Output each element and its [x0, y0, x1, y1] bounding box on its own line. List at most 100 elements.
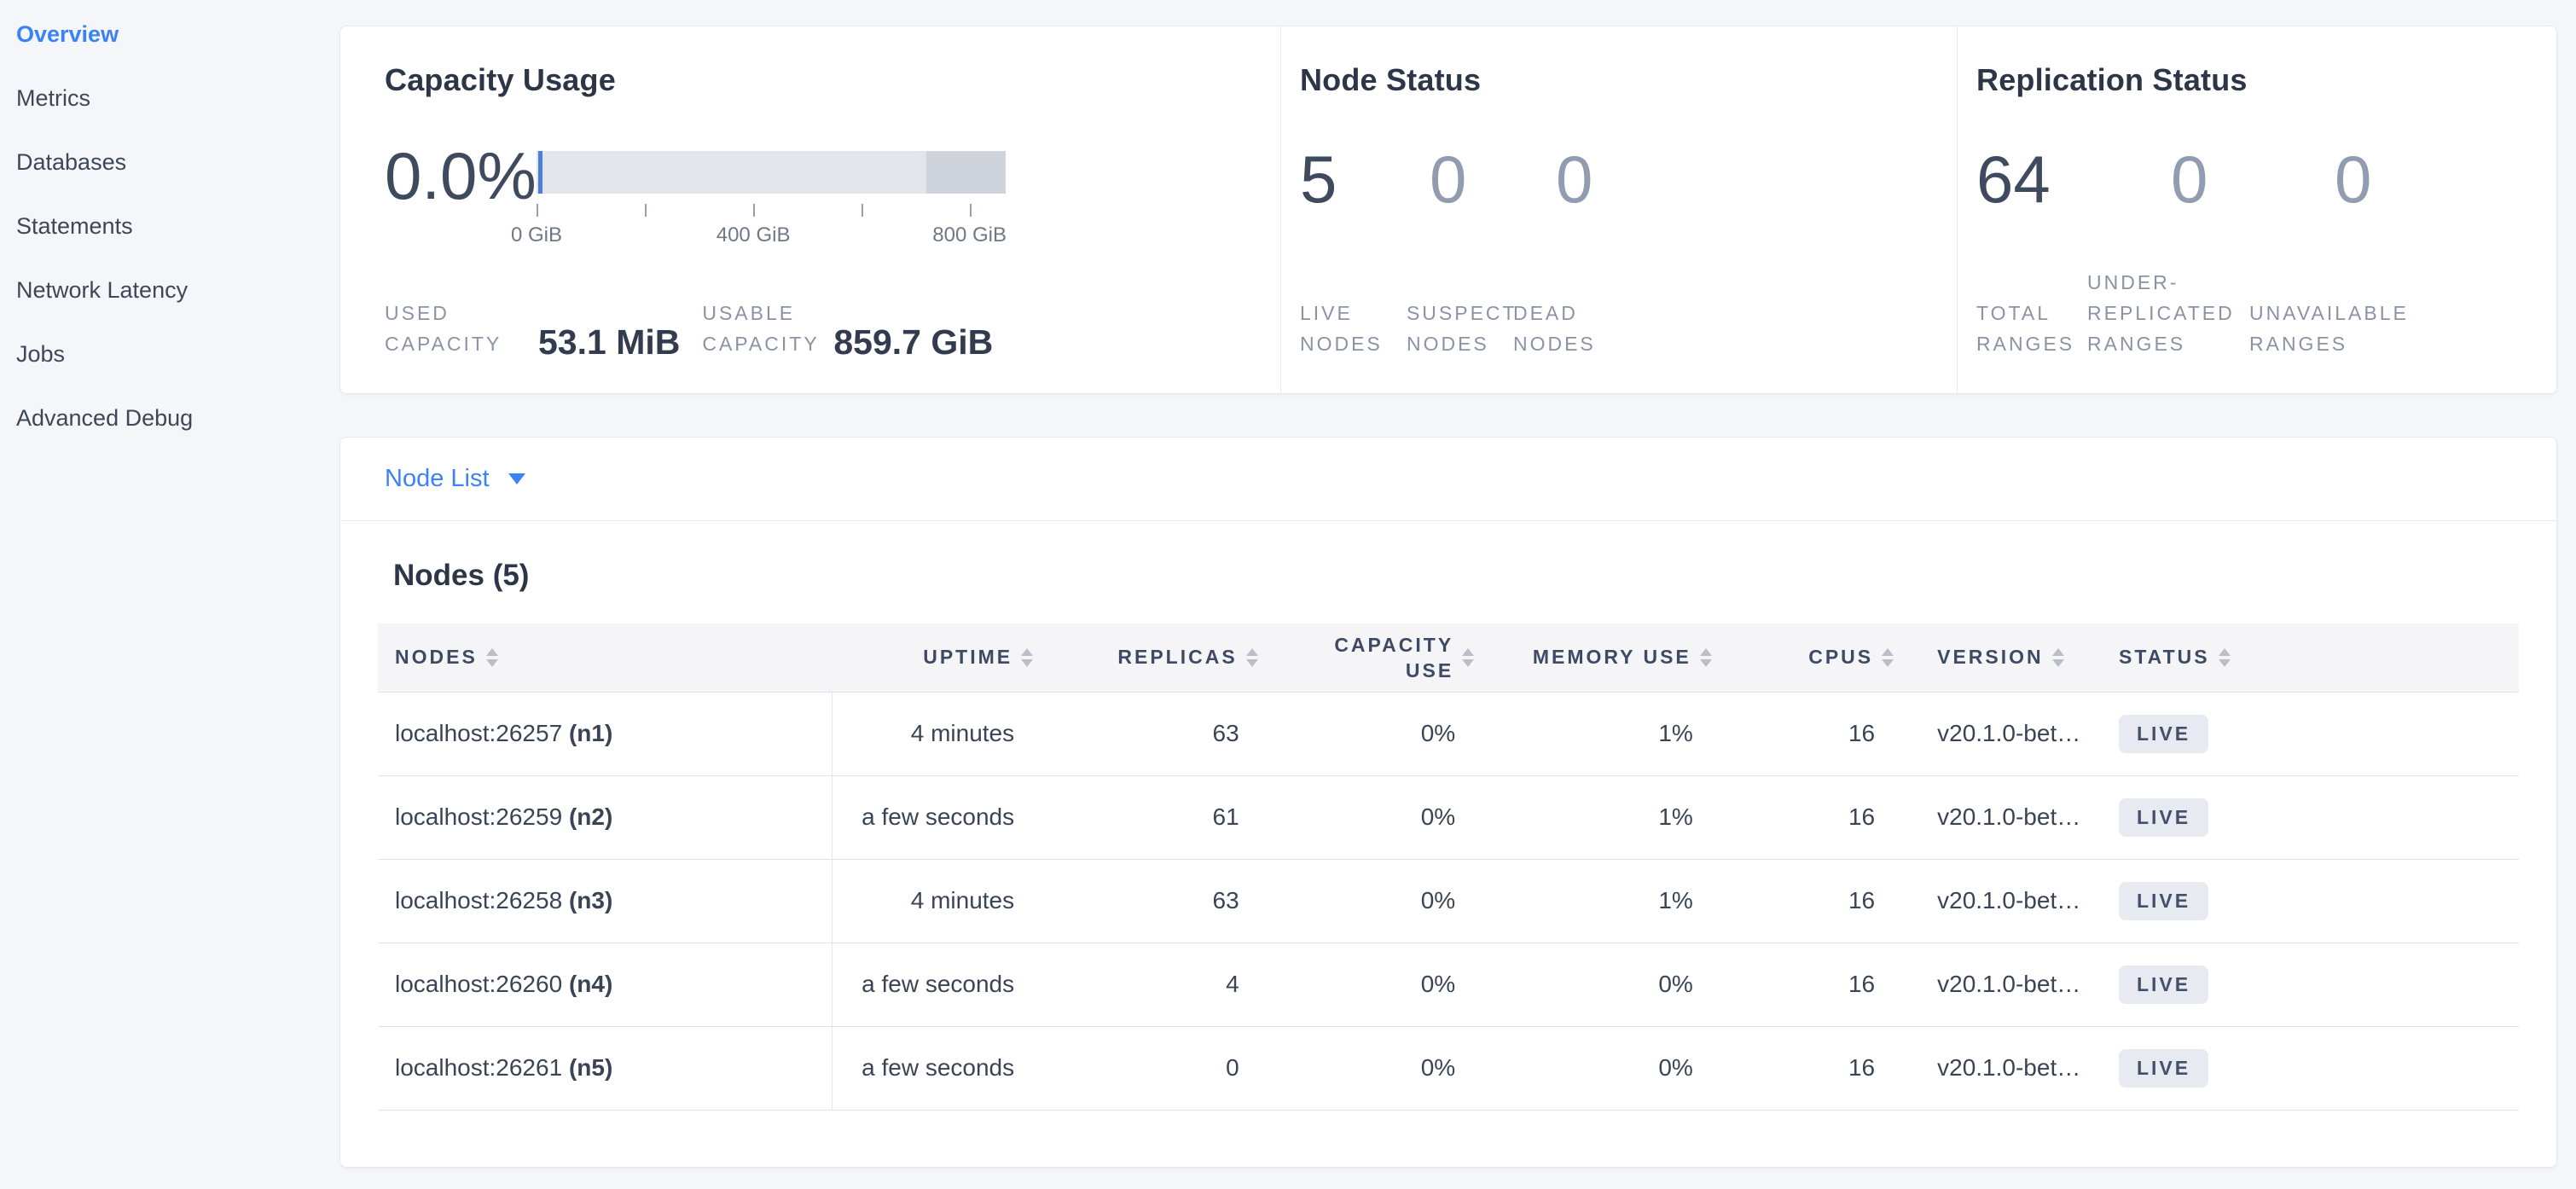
unavailable-ranges-label: UNAVAILABLE RANGES — [2249, 302, 2409, 355]
uptime-cell: a few seconds — [832, 775, 1051, 860]
node-status-section: Node Status 5 0 0 LIVE NODES SUSPECT NOD… — [1279, 26, 1957, 393]
node-list-dropdown[interactable]: Node List — [340, 438, 2556, 521]
cpus-cell: 16 — [1728, 859, 1912, 943]
nodes-table: NODES UPTIME REPLICAS CAPACITY USE — [378, 624, 2519, 1111]
sidebar-item-advanced-debug[interactable]: Advanced Debug — [16, 405, 194, 431]
node-status-title: Node Status — [1299, 62, 1482, 97]
column-header-capacity-use[interactable]: CAPACITY USE — [1274, 624, 1492, 693]
node-name-link[interactable]: localhost:26257 (n1) — [378, 692, 833, 776]
version-cell: v20.1.0-bet… — [1911, 692, 2095, 776]
capacity-use-cell: 0% — [1274, 859, 1492, 943]
replication-status-section: Replication Status 64 0 0 TOTAL RANGES U… — [1957, 26, 2556, 393]
sidebar: Overview Metrics Databases Statements Ne… — [0, 0, 339, 1189]
cluster-summary-card: Capacity Usage 0.0% — [339, 26, 2557, 394]
version-cell: v20.1.0-bet… — [1911, 1026, 2095, 1111]
memory-use-cell: 1% — [1491, 692, 1729, 776]
capacity-use-cell: 0% — [1274, 692, 1492, 776]
status-cell: LIVE — [2094, 692, 2519, 776]
axis-tick — [969, 204, 972, 217]
chevron-down-icon — [508, 473, 525, 484]
version-cell: v20.1.0-bet… — [1911, 859, 2095, 943]
used-capacity-stat: USED CAPACITY 53.1 MiB — [385, 298, 681, 362]
usable-capacity-label: USABLE CAPACITY — [702, 302, 820, 355]
node-name-link[interactable]: localhost:26261 (n5) — [378, 1026, 833, 1111]
column-header-memory-use[interactable]: MEMORY USE — [1491, 624, 1729, 693]
capacity-use-cell: 0% — [1274, 775, 1492, 860]
node-name-link[interactable]: localhost:26260 (n4) — [378, 942, 833, 1027]
replicas-cell: 63 — [1050, 859, 1275, 943]
status-badge: LIVE — [2118, 798, 2209, 837]
column-label: UPTIME — [923, 646, 1013, 669]
capacity-stats: USED CAPACITY 53.1 MiB USABLE CAPACITY 8… — [385, 298, 1246, 362]
dead-nodes-value: 0 — [1555, 142, 1593, 217]
sidebar-item-databases[interactable]: Databases — [16, 149, 127, 175]
node-list-dropdown-label: Node List — [385, 465, 490, 492]
axis-label-800gib: 800 GiB — [932, 223, 1007, 246]
node-status-labels: LIVE NODES SUSPECT NODES DEAD NODES — [1300, 298, 1923, 359]
under-replicated-ranges-label: UNDER-REPLICATED RANGES — [2087, 271, 2235, 355]
status-badge: LIVE — [2118, 714, 2209, 753]
sidebar-item-overview[interactable]: Overview — [16, 21, 119, 47]
capacity-usage-title: Capacity Usage — [385, 62, 616, 97]
sidebar-item-network-latency[interactable]: Network Latency — [16, 277, 189, 303]
capacity-bar-track — [537, 151, 1006, 194]
capacity-use-cell: 0% — [1274, 1026, 1492, 1111]
sort-icon — [1462, 647, 1475, 667]
node-address: localhost:26261 — [395, 1054, 563, 1081]
column-header-status[interactable]: STATUS — [2094, 624, 2519, 693]
node-name-link[interactable]: localhost:26259 (n2) — [378, 775, 833, 860]
suspect-nodes-label: SUSPECT NODES — [1406, 302, 1517, 355]
node-address: localhost:26260 — [395, 971, 563, 997]
node-id: (n1) — [568, 720, 613, 746]
status-badge: LIVE — [2118, 881, 2209, 920]
sort-icon — [1021, 647, 1034, 667]
table-row: localhost:26257 (n1) 4 minutes 63 0% 1% … — [378, 692, 2519, 776]
capacity-usage-section: Capacity Usage 0.0% — [340, 26, 1280, 393]
replication-status-title: Replication Status — [1976, 62, 2248, 97]
suspect-nodes-value: 0 — [1429, 142, 1467, 217]
used-capacity-value: 53.1 MiB — [538, 322, 681, 362]
column-header-cpus[interactable]: CPUS — [1728, 624, 1912, 693]
column-header-nodes[interactable]: NODES — [378, 624, 833, 693]
nodes-table-section: Nodes (5) NODES UPTIME — [340, 559, 2556, 1111]
nodes-card: Node List Nodes (5) NODES — [339, 437, 2557, 1168]
capacity-bar-reserved-segment — [925, 151, 1006, 194]
capacity-axis-labels: 0 GiB 400 GiB 800 GiB — [511, 223, 1007, 249]
sidebar-item-jobs[interactable]: Jobs — [16, 341, 66, 367]
status-badge: LIVE — [2118, 965, 2209, 1004]
axis-tick — [861, 204, 863, 217]
status-cell: LIVE — [2094, 859, 2519, 943]
version-cell: v20.1.0-bet… — [1911, 942, 2095, 1027]
column-header-uptime[interactable]: UPTIME — [832, 624, 1051, 693]
unavailable-ranges-value: 0 — [2335, 142, 2372, 217]
main-content: Capacity Usage 0.0% — [339, 0, 2557, 1168]
node-name-link[interactable]: localhost:26258 (n3) — [378, 859, 833, 943]
column-header-version[interactable]: VERSION — [1911, 624, 2095, 693]
sort-icon — [2218, 647, 2231, 667]
replicas-cell: 0 — [1050, 1026, 1275, 1111]
uptime-cell: 4 minutes — [832, 859, 1051, 943]
capacity-bar-used-segment — [538, 151, 542, 194]
memory-use-cell: 1% — [1491, 859, 1729, 943]
under-replicated-ranges-value: 0 — [2171, 142, 2208, 217]
axis-tick — [753, 204, 756, 217]
node-address: localhost:26259 — [395, 803, 563, 830]
sort-icon — [485, 647, 498, 667]
column-header-replicas[interactable]: REPLICAS — [1050, 624, 1275, 693]
capacity-use-cell: 0% — [1274, 942, 1492, 1027]
node-id: (n3) — [568, 887, 613, 914]
cpus-cell: 16 — [1728, 692, 1912, 776]
table-row: localhost:26259 (n2) a few seconds 61 0%… — [378, 775, 2519, 860]
total-ranges-label: TOTAL RANGES — [1976, 302, 2075, 355]
status-cell: LIVE — [2094, 1026, 2519, 1111]
nodes-table-title: Nodes (5) — [393, 559, 530, 592]
node-status-values: 5 0 0 — [1300, 146, 1923, 212]
axis-label-0gib: 0 GiB — [510, 223, 563, 246]
node-address: localhost:26258 — [395, 887, 563, 914]
column-label: MEMORY USE — [1532, 646, 1691, 669]
usable-capacity-value: 859.7 GiB — [833, 322, 994, 362]
sidebar-item-metrics[interactable]: Metrics — [16, 85, 90, 111]
axis-label-400gib: 400 GiB — [716, 223, 791, 246]
live-nodes-label: LIVE NODES — [1299, 302, 1383, 355]
sidebar-item-statements[interactable]: Statements — [16, 213, 133, 239]
